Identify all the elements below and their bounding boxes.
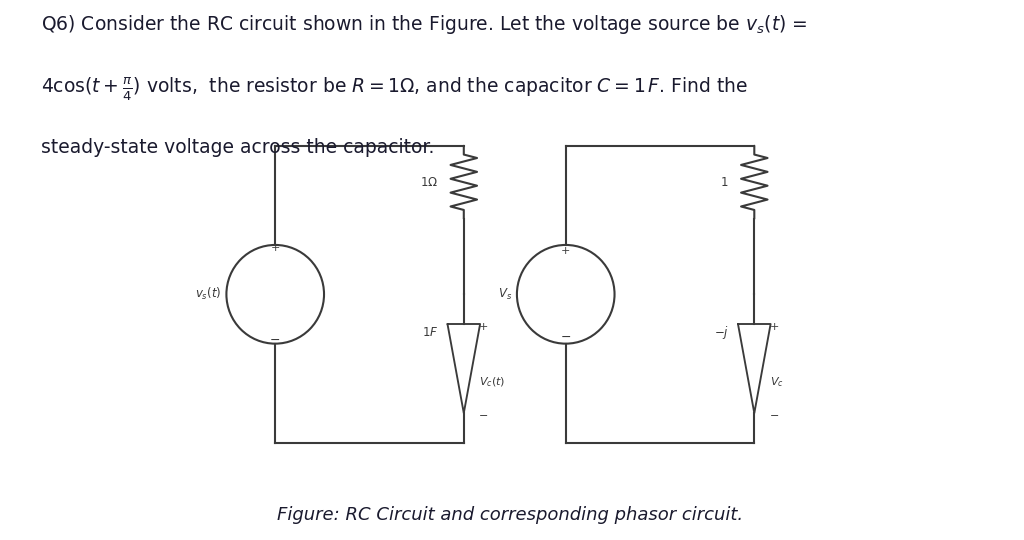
- Text: −: −: [770, 411, 779, 421]
- Text: $V_s$: $V_s$: [498, 287, 512, 302]
- Text: Q6) Consider the RC circuit shown in the Figure. Let the voltage source be $v_s(: Q6) Consider the RC circuit shown in the…: [41, 14, 807, 37]
- Text: $V_c(t)$: $V_c(t)$: [479, 375, 506, 389]
- Text: −: −: [479, 411, 488, 421]
- Text: $1$: $1$: [721, 176, 729, 189]
- Text: steady-state voltage across the capacitor.: steady-state voltage across the capacito…: [41, 138, 434, 157]
- Text: −: −: [270, 334, 281, 347]
- Text: $v_s(t)$: $v_s(t)$: [195, 286, 221, 302]
- Text: +: +: [270, 244, 280, 253]
- Text: +: +: [479, 322, 488, 332]
- Text: −: −: [560, 331, 571, 344]
- Text: $4\cos(t + \frac{\pi}{4})$ volts,  the resistor be $R = 1\Omega$, and the capaci: $4\cos(t + \frac{\pi}{4})$ volts, the re…: [41, 76, 748, 103]
- Text: Figure: RC Circuit and corresponding phasor circuit.: Figure: RC Circuit and corresponding pha…: [276, 506, 742, 524]
- Text: $1F$: $1F$: [422, 326, 438, 340]
- Text: $1\Omega$: $1\Omega$: [420, 176, 438, 189]
- Text: +: +: [561, 246, 570, 256]
- Text: $-j$: $-j$: [714, 325, 729, 341]
- Text: +: +: [770, 322, 779, 332]
- Polygon shape: [447, 324, 480, 413]
- Text: $V_c$: $V_c$: [770, 375, 783, 389]
- Polygon shape: [738, 324, 771, 413]
